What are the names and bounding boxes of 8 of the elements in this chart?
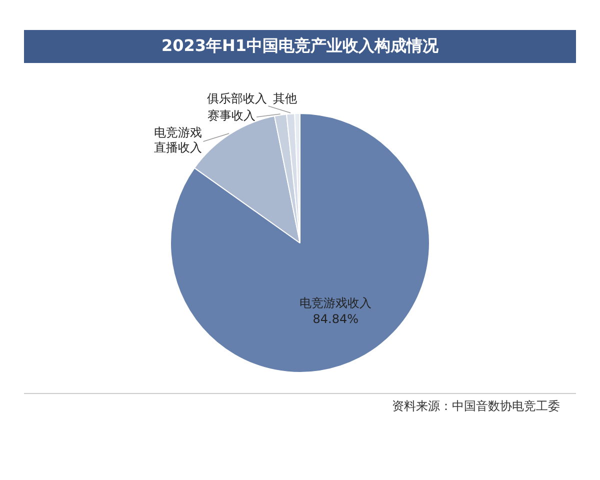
chart-title: 2023年H1中国电竞产业收入构成情况 bbox=[24, 30, 576, 63]
slice-label: 其他 bbox=[273, 92, 298, 106]
text: 资料来源：中国音数协电竞工委 bbox=[24, 393, 576, 419]
slice-label: 电竞游戏收入 bbox=[300, 296, 372, 310]
slice-label: 赛事收入 bbox=[208, 108, 256, 123]
slice-label: 电竞游戏直播收入 bbox=[154, 126, 202, 155]
slice-label: 俱乐部收入 bbox=[207, 92, 268, 106]
data-label: 84.84% bbox=[312, 312, 359, 326]
